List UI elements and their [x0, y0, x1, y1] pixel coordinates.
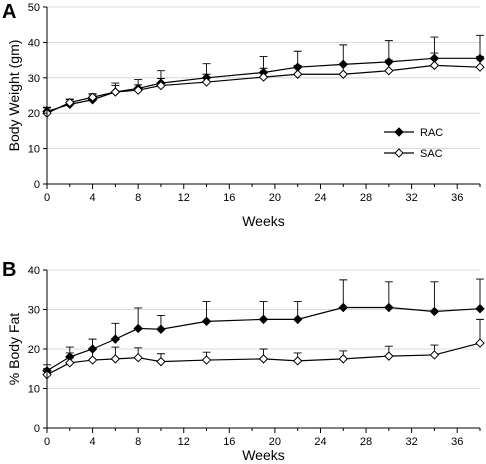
panel-b-point-sac	[65, 358, 75, 368]
panel-b-error-bar-rac	[430, 281, 439, 312]
panel-a-point-sac	[110, 87, 121, 97]
panel-b: B 0 4 8 12 16 20 24 28 32 36 0 10 20 30 40 Weeks % Bod…	[2, 259, 485, 463]
panel-a-point-sac	[156, 80, 166, 91]
legend-label-rac: RAC	[420, 127, 443, 139]
panel-a-y-tick-label: 0	[34, 179, 40, 191]
panel-a-y-tick-label: 30	[28, 73, 40, 85]
panel-b-point-rac	[384, 302, 394, 313]
panel-a-point-sac	[475, 62, 485, 72]
panel-a-series-sac	[42, 52, 485, 118]
panel-b-letter: B	[2, 259, 16, 281]
panel-b-point-rac	[292, 314, 303, 325]
legend-marker-sac	[394, 148, 404, 158]
panel-b-y-axis-title: % Body Fat	[6, 313, 22, 385]
panel-b-y-tick-label: 0	[34, 423, 40, 435]
panel-a-x-tick-label: 20	[269, 192, 281, 204]
panel-a-y-tick-label: 50	[28, 2, 40, 14]
panel-a-point-sac	[338, 69, 348, 79]
panel-a-x-tick-label: 0	[44, 192, 50, 204]
panel-b-point-rac	[110, 334, 121, 344]
panel-a-y-tick-label: 10	[28, 144, 40, 156]
panel-a-y-tick-label: 20	[28, 108, 40, 120]
panel-b-x-tick-label: 8	[135, 436, 141, 448]
panel-b-point-rac	[201, 316, 212, 327]
panel-a-y-axis-title: Body Weight (gm)	[6, 40, 22, 152]
panel-a-point-sac	[87, 92, 98, 102]
panel-b-point-sac	[475, 338, 485, 348]
panel-a-x-axis-title: Weeks	[242, 213, 285, 229]
panel-a-y-tick-label: 40	[28, 37, 40, 49]
legend: RAC SAC	[384, 127, 443, 160]
panel-b-point-rac	[429, 306, 440, 317]
panel-a-x-tick-label: 4	[90, 192, 96, 204]
panel-b-point-rac	[475, 304, 485, 314]
panel-b-x-tick-label: 12	[178, 436, 190, 448]
panel-a-point-sac	[292, 69, 303, 79]
legend-label-sac: SAC	[420, 148, 443, 160]
panel-a-point-sac	[429, 60, 440, 71]
legend-item-sac: SAC	[384, 148, 443, 160]
panel-b-series-rac	[42, 278, 485, 376]
panel-a-x-tick-label: 32	[406, 192, 418, 204]
panel-b-point-sac	[156, 356, 166, 367]
panel-a-point-sac	[201, 77, 212, 87]
panel-b-x-tick-label: 0	[44, 436, 50, 448]
panel-b-point-sac	[87, 355, 98, 365]
panel-b-x-tick-label: 24	[314, 436, 326, 448]
panel-b-x-tick-label: 32	[406, 436, 418, 448]
panel-a-point-sac	[384, 66, 394, 76]
panel-b-series-sac	[42, 318, 485, 380]
panel-b-x-tick-label: 28	[360, 436, 372, 448]
panel-b-point-sac	[338, 354, 348, 364]
panel-a-point-sac	[133, 85, 143, 95]
panel-b-error-bar-rac	[476, 278, 484, 309]
panel-b-point-rac	[156, 324, 166, 334]
panel-a-point-sac	[258, 72, 269, 82]
panel-a: A 0 4 8 12 16 20 24 28 32 36 0 10 20 30 40 50 Weeks Bod…	[2, 1, 485, 229]
panel-b-y-tick-label: 20	[28, 344, 40, 356]
panel-b-point-sac	[429, 350, 440, 360]
panel-b-x-tick-label: 4	[90, 436, 96, 448]
panel-b-point-sac	[201, 355, 212, 365]
panel-b-point-rac	[258, 314, 269, 325]
legend-item-rac: RAC	[384, 127, 443, 139]
panel-a-x-tick-label: 36	[451, 192, 463, 204]
panel-b-x-tick-label: 36	[451, 436, 463, 448]
panel-a-x-tick-label: 16	[223, 192, 235, 204]
panel-a-point-sac	[65, 97, 75, 108]
panel-b-point-rac	[338, 302, 348, 313]
panel-b-point-sac	[258, 354, 269, 364]
panel-a-x-tick-label: 28	[360, 192, 372, 204]
panel-a-x-tick-label: 8	[135, 192, 141, 204]
panel-b-y-tick-label: 10	[28, 384, 40, 396]
panel-b-x-tick-label: 20	[269, 436, 281, 448]
panel-b-y-tick-label: 40	[28, 265, 40, 277]
panel-b-point-sac	[110, 354, 121, 364]
legend-marker-rac	[394, 127, 404, 137]
panel-b-x-tick-label: 16	[223, 436, 235, 448]
panel-b-y-tick-label: 30	[28, 305, 40, 317]
panel-b-point-rac	[133, 323, 143, 334]
panel-b-point-sac	[292, 356, 303, 366]
panel-a-x-tick-label: 24	[314, 192, 326, 204]
panel-a-x-tick-label: 12	[178, 192, 190, 204]
panel-b-point-sac	[384, 351, 394, 361]
panel-b-point-sac	[133, 352, 143, 363]
panel-a-letter: A	[2, 1, 16, 23]
panel-b-x-axis-title: Weeks	[242, 447, 285, 463]
